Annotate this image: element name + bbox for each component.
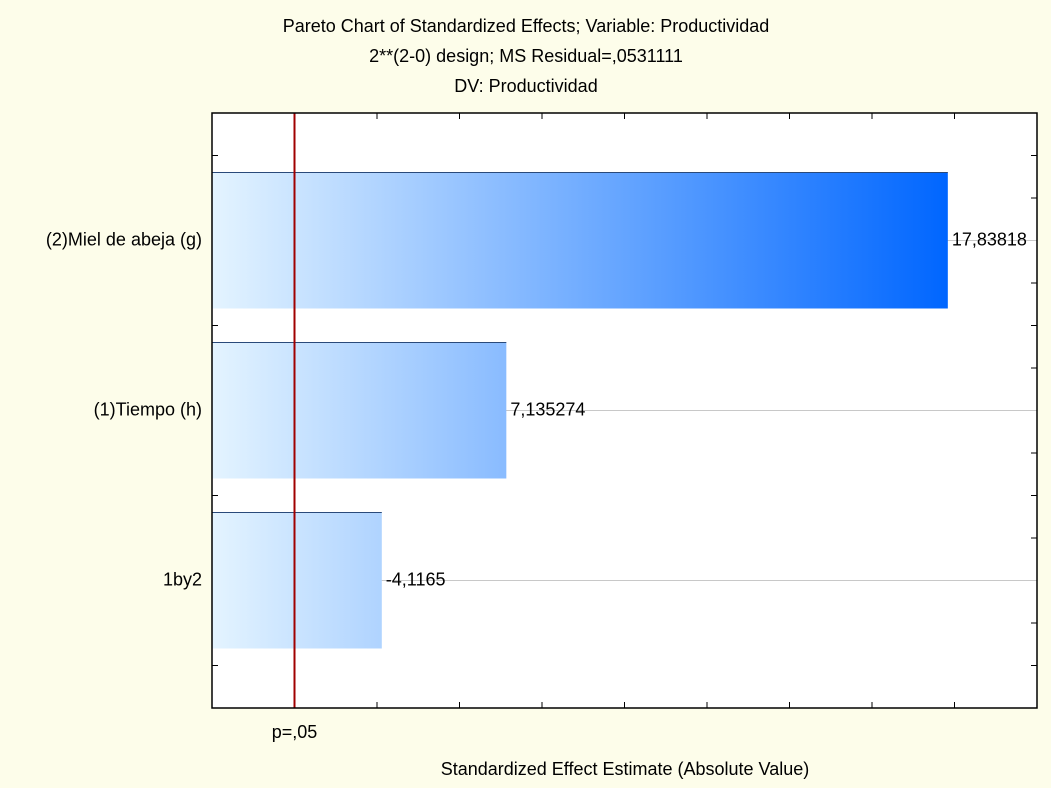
bar — [212, 512, 382, 649]
y-tick-label: (1)Tiempo (h) — [94, 399, 202, 419]
chart-subtitle: 2**(2-0) design; MS Residual=,0531111 — [369, 46, 683, 66]
value-label: 17,83818 — [952, 229, 1027, 249]
value-label: -4,1165 — [386, 569, 446, 589]
chart-subtitle: DV: Productividad — [454, 76, 597, 96]
chart-title: Pareto Chart of Standardized Effects; Va… — [283, 16, 770, 36]
y-tick-label: (2)Miel de abeja (g) — [46, 229, 202, 249]
bar — [212, 172, 948, 309]
plot-frame — [211, 112, 1038, 709]
x-axis-label: Standardized Effect Estimate (Absolute V… — [441, 759, 810, 779]
y-tick-label: 1by2 — [163, 569, 202, 589]
bar — [212, 342, 507, 479]
reference-label: p=,05 — [272, 722, 318, 742]
value-label: 7,135274 — [510, 399, 585, 419]
